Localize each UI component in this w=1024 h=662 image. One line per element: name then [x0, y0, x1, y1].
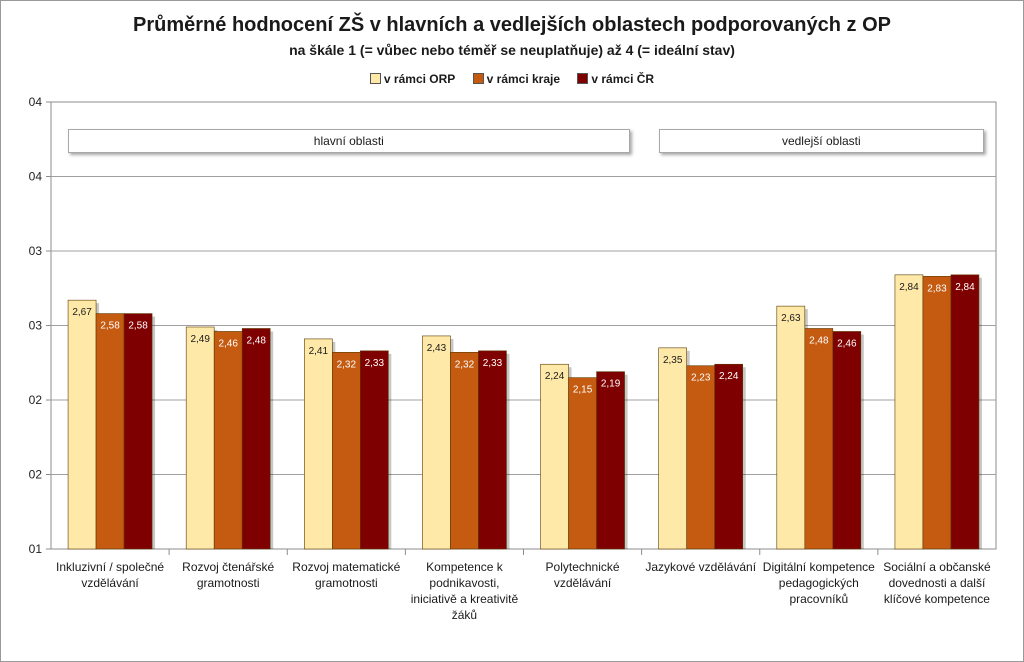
data-label: 2,32	[337, 359, 357, 370]
legend: v rámci ORP v rámci kraje v rámci ČR	[0, 72, 1024, 86]
bar	[950, 274, 980, 550]
data-label: 2,35	[663, 355, 683, 366]
data-label: 2,41	[309, 346, 329, 357]
data-label: 2,19	[601, 379, 621, 390]
bar	[123, 313, 153, 550]
bar	[894, 274, 924, 550]
legend-item-kraj: v rámci kraje	[472, 72, 561, 86]
data-label: 2,23	[691, 373, 711, 384]
data-label: 2,32	[455, 359, 475, 370]
data-label: 2,33	[483, 358, 503, 369]
data-label: 2,48	[809, 335, 829, 346]
category-label: Rozvoj matematické gramotnosti	[292, 560, 401, 590]
bar	[776, 305, 806, 550]
region-label: hlavní oblasti	[68, 129, 630, 153]
legend-label-kraj: v rámci kraje	[486, 72, 561, 86]
legend-label-cr: v rámci ČR	[591, 72, 655, 86]
bar	[478, 350, 507, 550]
bar	[332, 352, 361, 550]
legend-label-orp: v rámci ORP	[383, 72, 456, 86]
category-label: Digitální kompetence pedagogických praco…	[762, 560, 875, 606]
data-label: 2,46	[837, 338, 857, 349]
region-label: vedlejší oblasti	[658, 129, 984, 153]
data-label: 2,48	[246, 335, 266, 346]
y-tick-label: 04	[29, 170, 43, 184]
bar	[686, 365, 715, 550]
bar	[540, 363, 569, 550]
data-label: 2,63	[781, 313, 801, 324]
legend-swatch-kraj	[472, 73, 484, 84]
data-label: 2,58	[100, 321, 120, 332]
category-label: Inkluzivní / společné vzdělávání	[56, 560, 165, 590]
y-tick-label: 03	[29, 319, 43, 333]
data-label: 2,24	[719, 371, 739, 382]
category-label: Jazykové vzdělávání	[645, 560, 757, 574]
data-label: 2,43	[427, 343, 447, 354]
data-label: 2,67	[72, 307, 92, 318]
category-label: Kompetence k podnikavosti, iniciativě a …	[410, 560, 519, 622]
bar	[658, 347, 687, 550]
bar	[213, 331, 243, 550]
data-label: 2,46	[218, 338, 238, 349]
legend-item-orp: v rámci ORP	[369, 72, 456, 86]
data-label: 2,33	[365, 358, 385, 369]
data-label: 2,24	[545, 371, 565, 382]
bar	[95, 313, 125, 550]
legend-swatch-cr	[577, 73, 589, 84]
bar	[596, 371, 625, 550]
bar	[422, 335, 451, 550]
chart-subtitle: na škále 1 (= vůbec nebo téměř se neupla…	[289, 42, 735, 58]
legend-item-cr: v rámci ČR	[577, 72, 654, 86]
bar	[832, 331, 862, 550]
data-label: 2,83	[927, 283, 947, 294]
category-label: Polytechnické vzdělávání	[545, 560, 620, 590]
bar	[360, 350, 389, 550]
y-tick-label: 01	[29, 542, 43, 556]
category-label: Sociální a občanské dovednosti a další k…	[883, 560, 991, 606]
category-label: Rozvoj čtenářské gramotnosti	[182, 560, 275, 590]
bar	[304, 338, 333, 550]
y-tick-label: 03	[29, 244, 43, 258]
data-label: 2,49	[190, 334, 210, 345]
data-label: 2,84	[955, 282, 975, 293]
bar	[804, 328, 834, 550]
data-label: 2,84	[899, 282, 919, 293]
bar	[714, 363, 743, 550]
bar	[568, 377, 597, 550]
bar	[450, 352, 479, 550]
y-tick-label: 04	[29, 95, 43, 109]
bar	[67, 299, 97, 550]
bar	[241, 328, 271, 550]
data-label: 2,15	[573, 385, 593, 396]
y-tick-label: 02	[29, 393, 43, 407]
legend-swatch-orp	[369, 73, 381, 84]
y-tick-label: 02	[29, 468, 43, 482]
data-label: 2,58	[128, 321, 148, 332]
chart-title: Průměrné hodnocení ZŠ v hlavních a vedle…	[133, 14, 891, 36]
bar	[185, 326, 215, 550]
bar	[922, 276, 952, 550]
